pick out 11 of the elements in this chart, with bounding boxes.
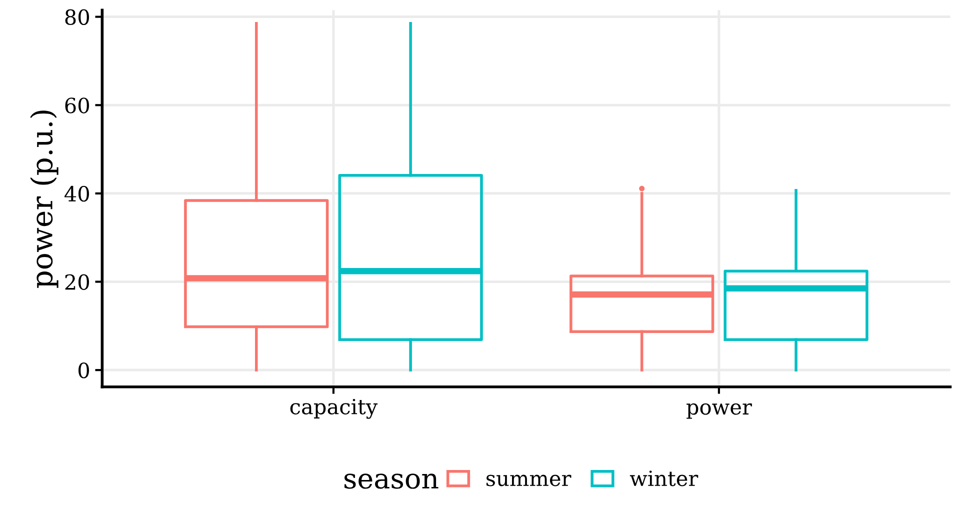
legend-label: winter [630,470,698,486]
legend-title: season [344,474,438,489]
y-tick-label: 80 [65,9,89,26]
y-tick-label: 0 [78,362,89,378]
legend-label: summer [486,474,572,486]
y-tick-label: 20 [65,274,89,290]
x-tick-label: power [686,403,752,419]
x-tick-label: capacity [290,398,378,419]
y-tick-label: 40 [64,186,89,202]
y-tick-label: 60 [65,98,89,114]
y-axis-title: power (p.u.) [30,110,58,288]
